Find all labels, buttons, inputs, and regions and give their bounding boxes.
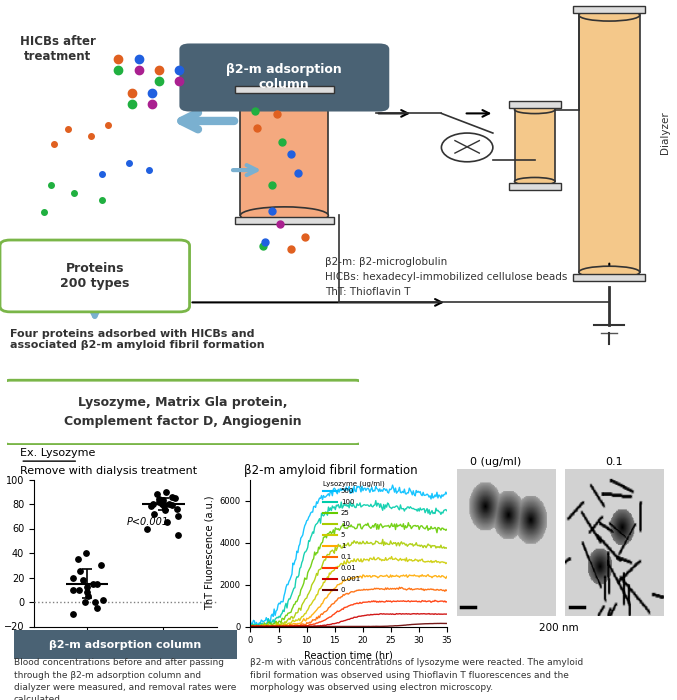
FancyBboxPatch shape <box>3 380 362 444</box>
Point <box>167 500 177 511</box>
Ellipse shape <box>579 9 640 21</box>
Circle shape <box>441 133 493 162</box>
Text: 500: 500 <box>341 489 354 494</box>
Point <box>172 503 183 514</box>
Point <box>80 596 91 608</box>
Text: Lysozyme (ug/ml): Lysozyme (ug/ml) <box>323 481 385 487</box>
Text: β2-m with various concentrations of lysozyme were reacted. The amyloid
fibril fo: β2-m with various concentrations of lyso… <box>250 658 584 692</box>
Text: 25: 25 <box>341 510 349 517</box>
Point <box>92 578 103 589</box>
Text: β2-m adsorption column: β2-m adsorption column <box>49 640 201 650</box>
Ellipse shape <box>240 86 328 103</box>
Text: β2-m amyloid fibril formation: β2-m amyloid fibril formation <box>244 464 417 477</box>
Bar <box>240 94 328 216</box>
Point <box>72 554 83 565</box>
Ellipse shape <box>240 207 328 224</box>
Ellipse shape <box>579 266 640 278</box>
Bar <box>509 101 561 108</box>
Ellipse shape <box>515 178 555 186</box>
Point <box>154 496 165 507</box>
Text: Blood concentrations before and after passing
through the β2-m adsorption column: Blood concentrations before and after pa… <box>14 658 236 700</box>
Point <box>167 491 178 503</box>
Text: HICBs after
treatment: HICBs after treatment <box>20 35 95 63</box>
Text: Ex. Lysozyme: Ex. Lysozyme <box>20 448 95 458</box>
Point <box>95 560 106 571</box>
Point <box>83 590 94 601</box>
Text: P<0.001: P<0.001 <box>127 517 169 527</box>
Point <box>91 603 102 614</box>
Point <box>148 498 159 510</box>
Text: Lysozyme, Matrix Gla protein,
Complement factor D, Angiogenin: Lysozyme, Matrix Gla protein, Complement… <box>64 396 301 428</box>
Text: 5: 5 <box>341 533 345 538</box>
Text: 0.001: 0.001 <box>341 577 361 582</box>
Point <box>67 572 78 583</box>
Text: 100: 100 <box>341 499 354 505</box>
Bar <box>235 217 334 224</box>
Point <box>160 505 171 516</box>
Text: Proteins
200 types: Proteins 200 types <box>60 262 129 290</box>
Point <box>161 517 172 528</box>
Text: Four proteins adsorbed with HICBs and
associated β2-m amyloid fibril formation: Four proteins adsorbed with HICBs and as… <box>10 329 265 351</box>
Point <box>173 511 184 522</box>
Point <box>78 574 89 585</box>
Text: β2-m adsorption
column: β2-m adsorption column <box>227 64 342 92</box>
Bar <box>579 15 640 272</box>
Point <box>152 489 162 500</box>
Bar <box>509 183 561 190</box>
FancyBboxPatch shape <box>179 43 389 111</box>
Point <box>164 498 175 510</box>
Y-axis label: ThT Fluorescence (a.u.): ThT Fluorescence (a.u.) <box>204 496 214 610</box>
Point <box>160 486 171 497</box>
Point <box>80 547 91 559</box>
Point <box>82 587 93 598</box>
Point <box>173 529 183 540</box>
Point <box>157 498 168 510</box>
Text: β2-m: β2-microglobulin
HICBs: hexadecyl-immobilized cellulose beads
ThT: Thiofla: β2-m: β2-microglobulin HICBs: hexadecyl-… <box>325 257 567 297</box>
X-axis label: Reaction time (hr): Reaction time (hr) <box>304 651 393 661</box>
Text: 200 nm: 200 nm <box>539 623 578 634</box>
Point <box>169 492 180 503</box>
Point <box>89 596 100 608</box>
Text: 0.1: 0.1 <box>605 456 624 467</box>
Ellipse shape <box>515 106 555 113</box>
Point <box>158 501 169 512</box>
Point <box>142 523 153 534</box>
Point <box>74 566 85 577</box>
FancyBboxPatch shape <box>12 629 239 660</box>
Point <box>74 584 85 595</box>
Point <box>82 582 93 593</box>
Point <box>154 494 165 505</box>
Point <box>68 608 79 620</box>
Point <box>158 497 169 508</box>
Point <box>146 501 156 512</box>
Point <box>157 495 168 506</box>
Point <box>149 508 160 519</box>
Text: 1: 1 <box>341 543 345 550</box>
Text: 0.1: 0.1 <box>341 554 352 561</box>
Bar <box>515 110 555 181</box>
Text: Dialyzer: Dialyzer <box>660 111 670 154</box>
Bar <box>235 86 334 92</box>
FancyBboxPatch shape <box>0 240 190 312</box>
Text: 0: 0 <box>341 587 345 594</box>
Text: Remove with dialysis treatment: Remove with dialysis treatment <box>20 466 198 476</box>
Text: 10: 10 <box>341 522 350 527</box>
Point <box>88 578 99 589</box>
Bar <box>573 6 645 13</box>
Point <box>68 584 79 595</box>
Point <box>97 594 108 605</box>
Text: 0 (ug/ml): 0 (ug/ml) <box>471 456 521 467</box>
Text: 0.01: 0.01 <box>341 566 357 571</box>
Bar <box>573 274 645 281</box>
